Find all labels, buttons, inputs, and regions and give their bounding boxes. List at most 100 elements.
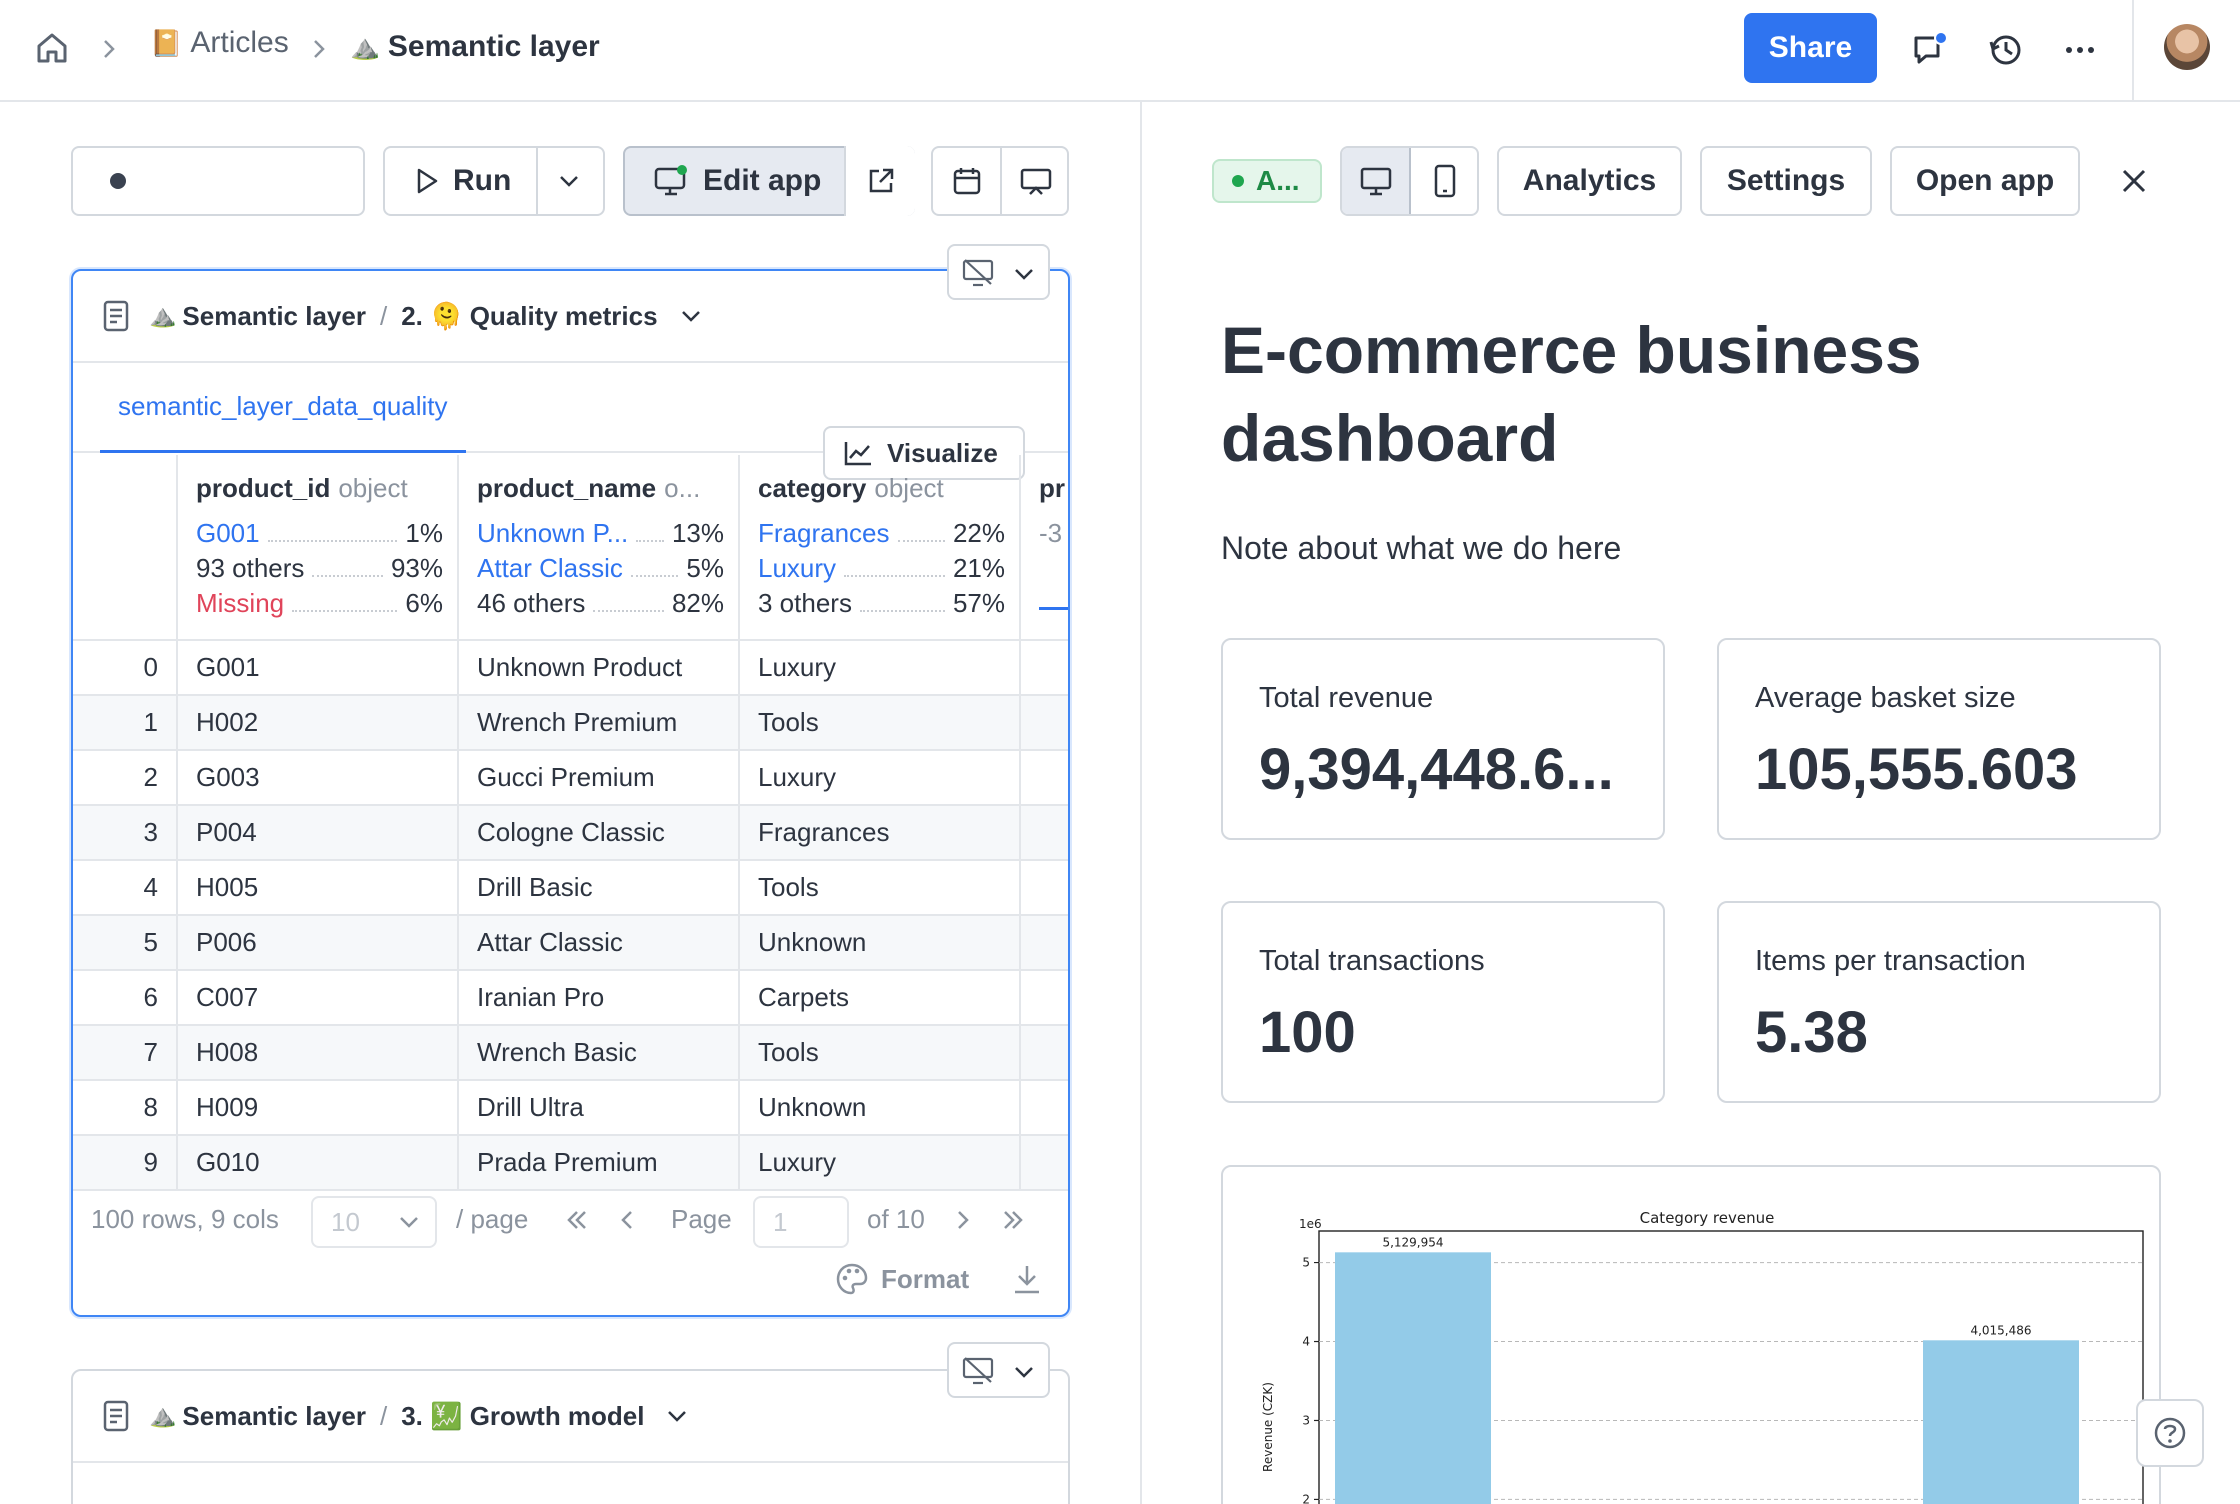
column-stat[interactable]: G001 1% (196, 517, 443, 549)
table-cell[interactable]: P004 (178, 806, 459, 859)
breadcrumb-articles[interactable]: 📔 Articles (150, 26, 289, 60)
table-cell[interactable]: G003 (178, 751, 459, 804)
table-row[interactable]: 9 G010 Prada Premium Luxury (73, 1136, 1068, 1191)
comments-icon[interactable] (1910, 30, 1950, 70)
column-header-category[interactable]: category object Fragrances 22% Luxury 21% 3… (740, 455, 1021, 641)
section-chevron-down-icon[interactable] (664, 1405, 690, 1427)
table-cell[interactable]: H009 (178, 1081, 459, 1134)
table-row[interactable]: 6 C007 Iranian Pro Carpets (73, 971, 1068, 1026)
open-app-button[interactable]: Open app (1890, 146, 2080, 216)
table-row[interactable]: 4 H005 Drill Basic Tools (73, 861, 1068, 916)
mobile-view-button[interactable] (1411, 148, 1477, 214)
table-cell[interactable]: Attar Classic (459, 916, 740, 969)
table-cell[interactable] (1021, 806, 1068, 859)
column-stat[interactable]: Unknown P... 13% (477, 517, 724, 549)
tab-semantic-layer-data-quality[interactable]: semantic_layer_data_quality (100, 363, 466, 453)
table-row[interactable]: 0 G001 Unknown Product Luxury (73, 641, 1068, 696)
breadcrumb-current-page[interactable]: ⛰️ Semantic layer (350, 30, 600, 64)
calendar-icon[interactable] (951, 165, 983, 197)
table-cell[interactable]: Drill Basic (459, 861, 740, 914)
table-cell[interactable] (1021, 641, 1068, 694)
notebook-cell-growth-model[interactable]: ⛰️ Semantic layer / 3. 💹 Growth model (71, 1369, 1070, 1504)
column-stat[interactable]: Missing 6% (196, 587, 443, 619)
table-row[interactable]: 1 H002 Wrench Premium Tools (73, 696, 1068, 751)
share-button[interactable]: Share (1744, 13, 1877, 83)
cell-name-input[interactable] (71, 146, 365, 216)
table-cell[interactable] (1021, 916, 1068, 969)
home-icon[interactable] (34, 30, 70, 66)
pane-divider[interactable] (1140, 102, 1142, 1504)
column-stat[interactable]: Attar Classic 5% (477, 552, 724, 584)
open-external-button[interactable] (844, 146, 915, 216)
table-cell[interactable]: Gucci Premium (459, 751, 740, 804)
run-options-chevron-icon[interactable] (556, 170, 582, 192)
table-cell[interactable]: H005 (178, 861, 459, 914)
table-cell[interactable]: Tools (740, 861, 1021, 914)
table-cell[interactable]: C007 (178, 971, 459, 1024)
cell-notebook-name[interactable]: Semantic layer (182, 1400, 366, 1431)
table-row[interactable]: 7 H008 Wrench Basic Tools (73, 1026, 1068, 1081)
table-cell[interactable]: Tools (740, 696, 1021, 749)
table-row[interactable]: 3 P004 Cologne Classic Fragrances (73, 806, 1068, 861)
format-button[interactable]: Format (881, 1264, 970, 1294)
settings-button[interactable]: Settings (1700, 146, 1872, 216)
table-cell[interactable]: Luxury (740, 1136, 1021, 1189)
more-options-icon[interactable] (2060, 30, 2100, 70)
column-header-truncated[interactable]: pr -3 (1021, 455, 1068, 641)
cell-display-toggle[interactable] (947, 1342, 1050, 1398)
next-page-icon[interactable] (948, 1206, 976, 1234)
table-cell[interactable]: H002 (178, 696, 459, 749)
cell-section-title[interactable]: 2. 🫠 Quality metrics (401, 300, 658, 331)
table-cell[interactable]: Unknown (740, 1081, 1021, 1134)
table-cell[interactable]: Wrench Basic (459, 1026, 740, 1079)
cell-notebook-name[interactable]: Semantic layer (182, 300, 366, 331)
run-button[interactable]: Run (453, 164, 512, 197)
notebook-cell-quality-metrics[interactable]: ⛰️ Semantic layer / 2. 🫠 Quality metrics… (71, 269, 1070, 1317)
column-header-product-name[interactable]: product_name o... Unknown P... 13% Attar C… (459, 455, 740, 641)
page-number-input[interactable]: 1 (753, 1196, 849, 1248)
close-icon[interactable] (2116, 163, 2152, 199)
last-page-icon[interactable] (999, 1206, 1027, 1234)
table-cell[interactable]: G001 (178, 641, 459, 694)
table-cell[interactable]: Luxury (740, 751, 1021, 804)
edit-app-button[interactable]: Edit app (703, 164, 822, 197)
app-status-badge[interactable]: A... (1212, 159, 1322, 203)
table-cell[interactable] (1021, 1081, 1068, 1134)
table-cell[interactable]: Wrench Premium (459, 696, 740, 749)
avatar[interactable] (2164, 24, 2210, 70)
table-cell[interactable]: G010 (178, 1136, 459, 1189)
desktop-view-button[interactable] (1342, 148, 1411, 214)
page-size-select[interactable]: 10 (311, 1196, 437, 1248)
cell-display-toggle[interactable] (947, 244, 1050, 300)
table-cell[interactable]: Unknown Product (459, 641, 740, 694)
section-chevron-down-icon[interactable] (678, 305, 704, 327)
table-cell[interactable]: Iranian Pro (459, 971, 740, 1024)
table-cell[interactable]: Luxury (740, 641, 1021, 694)
table-cell[interactable]: Fragrances (740, 806, 1021, 859)
table-cell[interactable] (1021, 971, 1068, 1024)
download-icon[interactable] (1011, 1262, 1043, 1296)
table-cell[interactable] (1021, 751, 1068, 804)
first-page-icon[interactable] (563, 1206, 591, 1234)
table-cell[interactable]: Tools (740, 1026, 1021, 1079)
table-cell[interactable] (1021, 1026, 1068, 1079)
table-cell[interactable]: Unknown (740, 916, 1021, 969)
previous-page-icon[interactable] (614, 1206, 642, 1234)
table-cell[interactable]: Carpets (740, 971, 1021, 1024)
table-cell[interactable]: P006 (178, 916, 459, 969)
column-header-product-id[interactable]: product_id object G001 1% 93 others 93% Mis… (178, 455, 459, 641)
table-row[interactable]: 5 P006 Attar Classic Unknown (73, 916, 1068, 971)
column-stat[interactable]: Luxury 21% (758, 552, 1005, 584)
table-cell[interactable] (1021, 861, 1068, 914)
visualize-button[interactable]: Visualize (823, 426, 1025, 480)
analytics-button[interactable]: Analytics (1497, 146, 1682, 216)
history-icon[interactable] (1986, 30, 2026, 70)
table-cell[interactable]: Prada Premium (459, 1136, 740, 1189)
help-button[interactable] (2136, 1399, 2204, 1467)
column-stat[interactable]: Fragrances 22% (758, 517, 1005, 549)
table-cell[interactable]: Cologne Classic (459, 806, 740, 859)
table-cell[interactable] (1021, 696, 1068, 749)
table-row[interactable]: 8 H009 Drill Ultra Unknown (73, 1081, 1068, 1136)
table-cell[interactable]: Drill Ultra (459, 1081, 740, 1134)
table-row[interactable]: 2 G003 Gucci Premium Luxury (73, 751, 1068, 806)
